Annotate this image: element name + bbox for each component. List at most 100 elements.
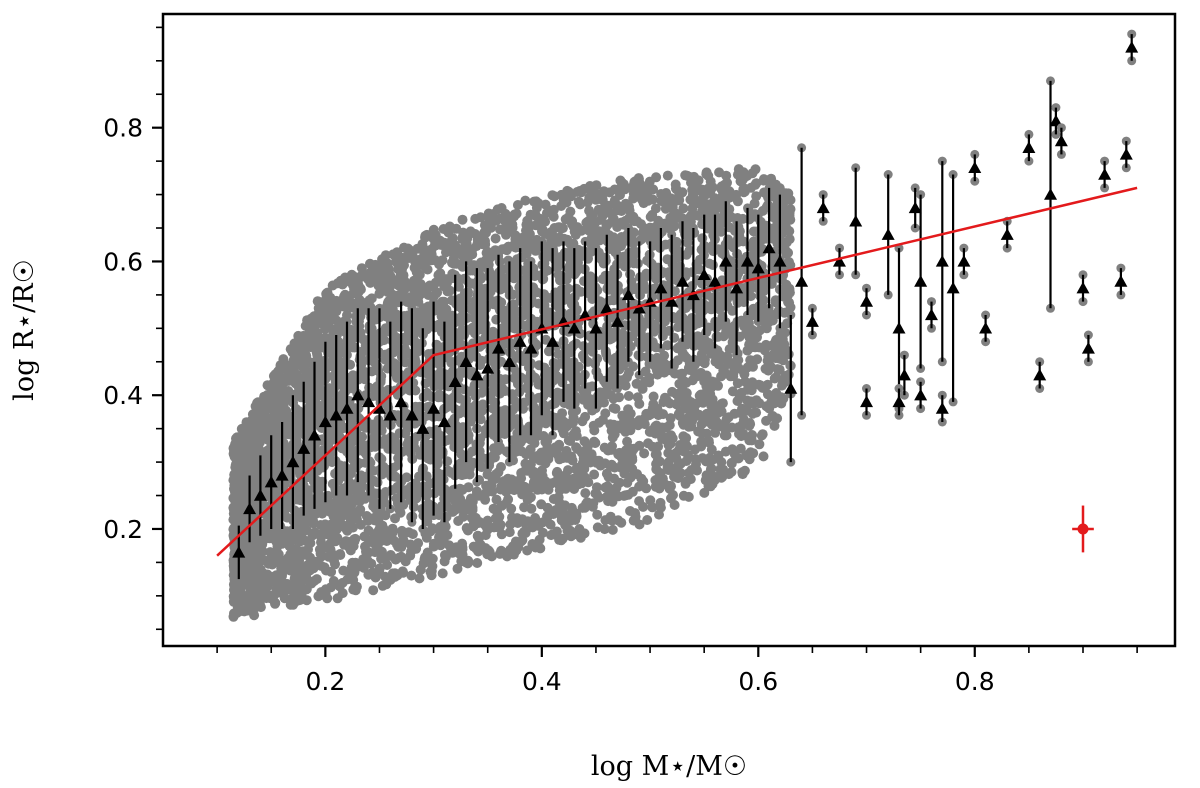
population-point (708, 418, 719, 429)
population-point (594, 417, 605, 428)
population-point (463, 482, 474, 493)
population-point (592, 509, 603, 520)
population-point (399, 242, 409, 253)
population-point (413, 290, 424, 301)
population-point (566, 451, 577, 462)
population-point (732, 196, 743, 207)
population-point (762, 379, 773, 390)
population-point (558, 453, 568, 464)
population-point (751, 178, 762, 189)
population-point (534, 534, 545, 545)
population-point (313, 296, 324, 307)
population-point (531, 287, 542, 298)
population-point (609, 238, 620, 249)
population-point (747, 430, 758, 440)
population-point (441, 278, 452, 289)
population-point (707, 260, 718, 270)
population-point (542, 511, 552, 522)
population-point (722, 327, 733, 338)
population-point (653, 410, 664, 421)
population-point (453, 281, 464, 292)
population-point (606, 425, 617, 436)
population-point (385, 287, 396, 298)
population-point (569, 484, 580, 494)
population-point (251, 559, 262, 570)
population-point (655, 502, 666, 513)
population-point (479, 220, 490, 231)
population-point (325, 403, 336, 414)
population-point (402, 422, 413, 433)
population-point (380, 349, 391, 360)
population-point (749, 198, 760, 209)
population-point (347, 342, 358, 353)
population-point (570, 229, 581, 240)
population-point (702, 408, 712, 419)
population-point (577, 416, 588, 427)
population-point (423, 249, 434, 260)
population-point (607, 515, 618, 526)
population-point (450, 240, 461, 251)
population-point (648, 391, 659, 402)
population-point (592, 522, 603, 533)
population-point (494, 388, 505, 399)
population-point (737, 171, 748, 182)
population-point (506, 503, 517, 514)
population-point (405, 539, 416, 550)
population-point (533, 520, 544, 531)
population-point (242, 440, 253, 451)
population-point (661, 422, 672, 433)
population-point (632, 392, 643, 403)
population-point (475, 212, 486, 223)
population-point (651, 273, 662, 284)
population-point (561, 197, 572, 208)
population-point (327, 535, 338, 546)
population-point (427, 553, 438, 564)
population-point (653, 215, 664, 226)
population-point (468, 541, 479, 552)
population-point (701, 169, 712, 180)
population-point (490, 233, 501, 244)
population-point (301, 525, 312, 536)
population-point (675, 411, 686, 422)
population-point (282, 512, 293, 523)
population-point (289, 573, 300, 584)
population-point (437, 255, 448, 266)
population-point (531, 196, 542, 207)
population-point (575, 532, 586, 543)
population-point (278, 585, 289, 596)
population-point (638, 501, 649, 512)
population-point (316, 409, 327, 420)
population-point (590, 438, 601, 448)
population-point (269, 589, 280, 600)
population-point (634, 481, 645, 492)
population-point (751, 407, 762, 418)
population-point (567, 505, 578, 516)
population-point (254, 437, 265, 448)
population-point (770, 295, 781, 306)
population-point (681, 456, 692, 466)
population-point (503, 241, 514, 252)
population-point (494, 373, 505, 384)
population-point (507, 512, 517, 523)
population-point (498, 423, 509, 434)
population-point (270, 597, 281, 608)
population-point (649, 326, 659, 337)
population-point (358, 562, 369, 573)
population-point (704, 452, 715, 463)
population-point (369, 431, 380, 442)
population-point (421, 532, 432, 543)
population-point (727, 386, 738, 397)
population-point (678, 419, 689, 430)
population-point (608, 403, 619, 413)
population-point (279, 593, 290, 604)
population-point (729, 408, 740, 419)
population-point (661, 188, 672, 198)
population-point (565, 266, 575, 277)
population-point (476, 387, 487, 398)
population-point (589, 469, 600, 480)
population-point (697, 370, 708, 381)
population-point (422, 308, 433, 319)
population-point (745, 447, 756, 458)
population-point (521, 298, 532, 309)
population-point (377, 520, 388, 531)
